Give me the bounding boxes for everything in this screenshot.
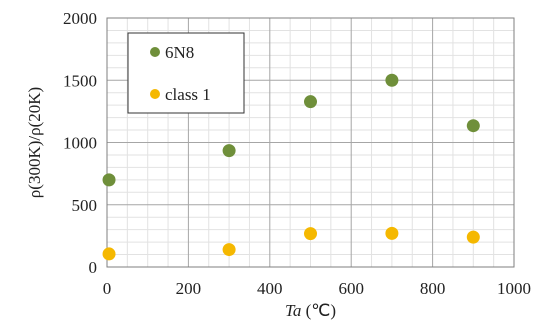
legend-label-6n8: 6N8 [165,43,194,62]
data-point-class-1 [467,231,480,244]
legend-marker-class-1 [150,89,160,99]
y-axis-title: ρ(300K)/ρ(20K) [25,87,44,198]
x-axis-title: Ta (℃) [285,301,336,320]
data-point-class-1 [103,247,116,260]
data-point-6n8 [103,173,116,186]
x-axis-unit: (℃) [301,301,336,320]
data-point-class-1 [385,227,398,240]
x-tick-label: 1000 [497,279,531,298]
x-tick-label: 800 [420,279,446,298]
data-point-6n8 [223,144,236,157]
y-tick-label: 500 [72,196,98,215]
x-tick-label: 400 [257,279,283,298]
y-tick-label: 0 [89,258,98,277]
data-point-class-1 [304,227,317,240]
data-point-6n8 [385,74,398,87]
legend: 6N8 class 1 [128,33,244,113]
legend-label-class-1: class 1 [165,85,211,104]
y-tick-label: 1000 [63,134,97,153]
x-tick-label: 600 [338,279,364,298]
data-point-6n8 [304,95,317,108]
x-tick-label: 0 [103,279,112,298]
x-axis-variable: Ta [285,301,301,320]
y-tick-label: 1500 [63,71,97,90]
legend-marker-6n8 [150,47,160,57]
x-tick-label: 200 [176,279,202,298]
y-tick-label: 2000 [63,9,97,28]
data-point-class-1 [223,243,236,256]
data-point-6n8 [467,119,480,132]
